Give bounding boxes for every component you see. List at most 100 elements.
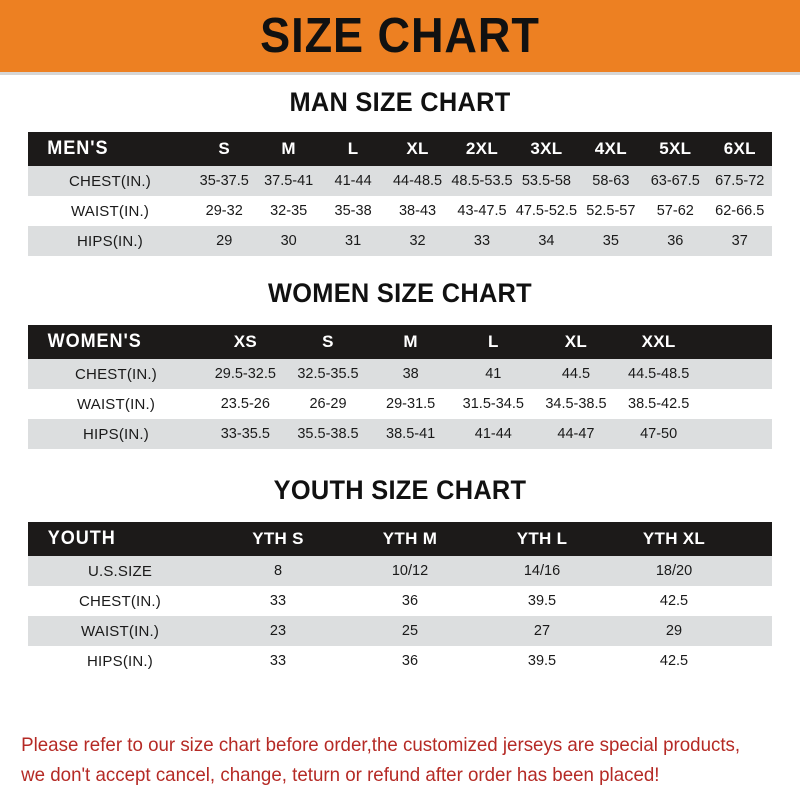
table-cell: 39.5 [476, 646, 608, 676]
section-youth: YOUTH SIZE CHART YOUTH YTH S YTH M YTH L… [0, 449, 800, 676]
table-cell: 34 [514, 226, 579, 256]
table-cell: 52.5-57 [578, 196, 644, 226]
table-cell: 63-67.5 [643, 166, 708, 196]
table-cell: 26-29 [286, 389, 370, 419]
table-cell: 38.5-42.5 [617, 389, 700, 419]
column-header: YTH L [516, 529, 568, 548]
footer-disclaimer: Please refer to our size chart before or… [0, 730, 768, 790]
table-cell-empty [740, 646, 772, 676]
table-cell: 29-31.5 [369, 389, 452, 419]
column-header-empty [740, 522, 772, 556]
table-cell-empty [700, 359, 772, 389]
row-label: WAIST(IN.) [28, 196, 192, 226]
table-cell: 29 [192, 226, 257, 256]
table-cell: 31.5-34.5 [451, 389, 535, 419]
column-header: 4XL [594, 139, 627, 158]
table-cell: 53.5-58 [514, 166, 579, 196]
table-cell: 44-47 [534, 419, 618, 449]
table-cell: 29 [608, 616, 740, 646]
table-row: U.S.SIZE 8 10/12 14/16 18/20 [28, 556, 772, 586]
column-header: 2XL [465, 139, 498, 158]
column-header: XS [233, 332, 257, 351]
row-label: HIPS(IN.) [28, 226, 192, 256]
table-cell-empty [700, 419, 772, 449]
table-cell: 41 [451, 359, 535, 389]
table-row: CHEST(IN.) 29.5-32.5 32.5-35.5 38 41 44.… [28, 359, 772, 389]
table-cell: 29.5-32.5 [204, 359, 287, 389]
table-header-row: YOUTH YTH S YTH M YTH L YTH XL [28, 522, 772, 556]
table-row: HIPS(IN.) 33-35.5 35.5-38.5 38.5-41 41-4… [28, 419, 772, 449]
table-cell: 32-35 [256, 196, 321, 226]
women-size-table-wrap: WOMEN'S XS S M L XL XXL CHEST(IN.) 29.5-… [28, 325, 772, 449]
table-corner-label: WOMEN'S [47, 331, 142, 352]
table-cell: 30 [256, 226, 321, 256]
table-corner-label: MEN'S [47, 138, 109, 159]
table-cell: 37 [707, 226, 772, 256]
man-size-table-wrap: MEN'S S M L XL 2XL 3XL 4XL 5XL 6XL CHEST… [28, 132, 772, 256]
table-cell: 33-35.5 [204, 419, 287, 449]
column-header: XXL [641, 332, 676, 351]
column-header: L [347, 139, 359, 158]
table-cell: 37.5-41 [256, 166, 321, 196]
table-cell: 36 [344, 586, 476, 616]
table-cell: 14/16 [476, 556, 608, 586]
table-cell: 38-43 [385, 196, 450, 226]
table-cell: 23.5-26 [204, 389, 287, 419]
table-cell: 41-44 [451, 419, 535, 449]
table-cell-empty [700, 389, 772, 419]
section-title-youth: YOUTH SIZE CHART [273, 475, 527, 505]
table-cell: 27 [476, 616, 608, 646]
table-cell: 33 [212, 646, 344, 676]
youth-size-table-wrap: YOUTH YTH S YTH M YTH L YTH XL U.S.SIZE … [28, 522, 772, 676]
section-man: MAN SIZE CHART MEN'S S M L XL 2XL 3XL 4X… [0, 75, 800, 256]
page-title: SIZE CHART [260, 8, 540, 63]
table-cell: 29-32 [192, 196, 257, 226]
table-cell-empty [740, 586, 772, 616]
table-header-row: WOMEN'S XS S M L XL XXL [28, 325, 772, 359]
row-label: CHEST(IN.) [28, 359, 204, 389]
table-cell: 41-44 [320, 166, 386, 196]
column-header: L [487, 332, 499, 351]
table-cell: 47-50 [617, 419, 700, 449]
table-cell: 42.5 [608, 646, 740, 676]
table-cell: 18/20 [608, 556, 740, 586]
table-row: WAIST(IN.) 23.5-26 26-29 29-31.5 31.5-34… [28, 389, 772, 419]
table-cell: 44-48.5 [385, 166, 450, 196]
column-header-empty [700, 325, 772, 359]
table-cell: 39.5 [476, 586, 608, 616]
table-row: WAIST(IN.) 23 25 27 29 [28, 616, 772, 646]
table-cell: 62-66.5 [707, 196, 772, 226]
table-cell: 38 [369, 359, 452, 389]
row-label: HIPS(IN.) [28, 646, 212, 676]
row-label: CHEST(IN.) [28, 586, 212, 616]
row-label: CHEST(IN.) [28, 166, 192, 196]
table-cell: 35.5-38.5 [286, 419, 370, 449]
table-cell: 36 [643, 226, 708, 256]
table-cell: 36 [344, 646, 476, 676]
table-header-row: MEN'S S M L XL 2XL 3XL 4XL 5XL 6XL [28, 132, 772, 166]
banner-divider [0, 72, 800, 75]
table-cell-empty [740, 616, 772, 646]
table-cell: 58-63 [578, 166, 644, 196]
table-cell: 48.5-53.5 [449, 166, 515, 196]
table-cell: 35 [578, 226, 644, 256]
table-cell: 32.5-35.5 [286, 359, 370, 389]
section-title-women: WOMEN SIZE CHART [268, 278, 532, 308]
table-cell: 8 [212, 556, 344, 586]
table-cell: 38.5-41 [369, 419, 452, 449]
column-header: 3XL [530, 139, 563, 158]
women-size-table: WOMEN'S XS S M L XL XXL CHEST(IN.) 29.5-… [28, 325, 772, 449]
page-header-banner: SIZE CHART [0, 0, 800, 72]
man-size-table: MEN'S S M L XL 2XL 3XL 4XL 5XL 6XL CHEST… [28, 132, 772, 256]
table-row: HIPS(IN.) 29 30 31 32 33 34 35 36 37 [28, 226, 772, 256]
table-cell: 35-37.5 [192, 166, 257, 196]
column-header: YTH M [382, 529, 438, 548]
youth-size-table: YOUTH YTH S YTH M YTH L YTH XL U.S.SIZE … [28, 522, 772, 676]
column-header: XL [564, 332, 588, 351]
column-header: M [403, 332, 418, 351]
table-cell: 43-47.5 [449, 196, 515, 226]
table-corner-label: YOUTH [47, 528, 116, 549]
section-title-man: MAN SIZE CHART [289, 87, 511, 117]
table-cell: 35-38 [320, 196, 386, 226]
table-row: WAIST(IN.) 29-32 32-35 35-38 38-43 43-47… [28, 196, 772, 226]
